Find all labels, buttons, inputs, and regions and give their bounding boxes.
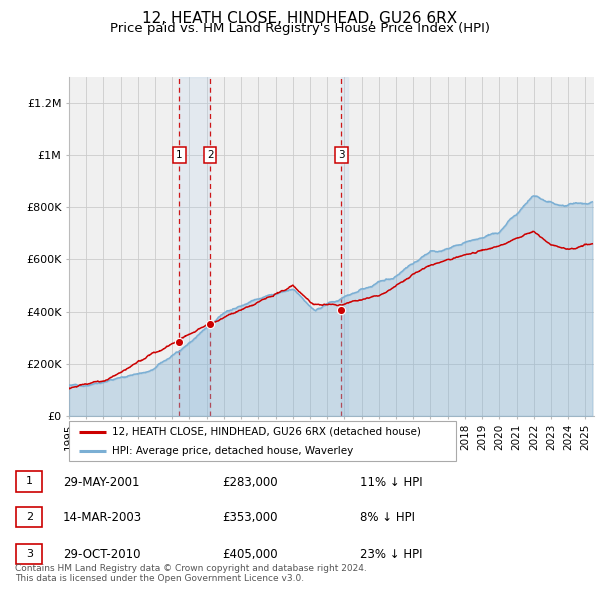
- Bar: [341, 77, 349, 416]
- Point: [175, 337, 184, 347]
- Text: 2: 2: [207, 150, 214, 160]
- FancyBboxPatch shape: [16, 544, 43, 564]
- Bar: [179, 77, 210, 416]
- Text: £283,000: £283,000: [222, 476, 278, 489]
- Text: £405,000: £405,000: [222, 548, 278, 561]
- Text: 14-MAR-2003: 14-MAR-2003: [63, 511, 142, 524]
- Text: 12, HEATH CLOSE, HINDHEAD, GU26 6RX (detached house): 12, HEATH CLOSE, HINDHEAD, GU26 6RX (det…: [112, 427, 421, 437]
- FancyBboxPatch shape: [69, 421, 456, 461]
- Text: 12, HEATH CLOSE, HINDHEAD, GU26 6RX: 12, HEATH CLOSE, HINDHEAD, GU26 6RX: [142, 11, 458, 25]
- Text: 3: 3: [26, 549, 33, 559]
- Text: 29-OCT-2010: 29-OCT-2010: [63, 548, 140, 561]
- Text: HPI: Average price, detached house, Waverley: HPI: Average price, detached house, Wave…: [112, 446, 353, 456]
- Text: 8% ↓ HPI: 8% ↓ HPI: [360, 511, 415, 524]
- Text: 3: 3: [338, 150, 345, 160]
- Text: 29-MAY-2001: 29-MAY-2001: [63, 476, 139, 489]
- Text: 1: 1: [176, 150, 182, 160]
- Text: 1: 1: [26, 477, 33, 486]
- Point: [337, 306, 346, 315]
- Text: Contains HM Land Registry data © Crown copyright and database right 2024.
This d: Contains HM Land Registry data © Crown c…: [15, 563, 367, 583]
- FancyBboxPatch shape: [16, 507, 43, 527]
- FancyBboxPatch shape: [16, 471, 43, 491]
- Text: 2: 2: [26, 512, 33, 522]
- Text: £353,000: £353,000: [222, 511, 277, 524]
- Text: Price paid vs. HM Land Registry's House Price Index (HPI): Price paid vs. HM Land Registry's House …: [110, 22, 490, 35]
- Text: 23% ↓ HPI: 23% ↓ HPI: [360, 548, 422, 561]
- Text: 11% ↓ HPI: 11% ↓ HPI: [360, 476, 422, 489]
- Point: [205, 319, 215, 329]
